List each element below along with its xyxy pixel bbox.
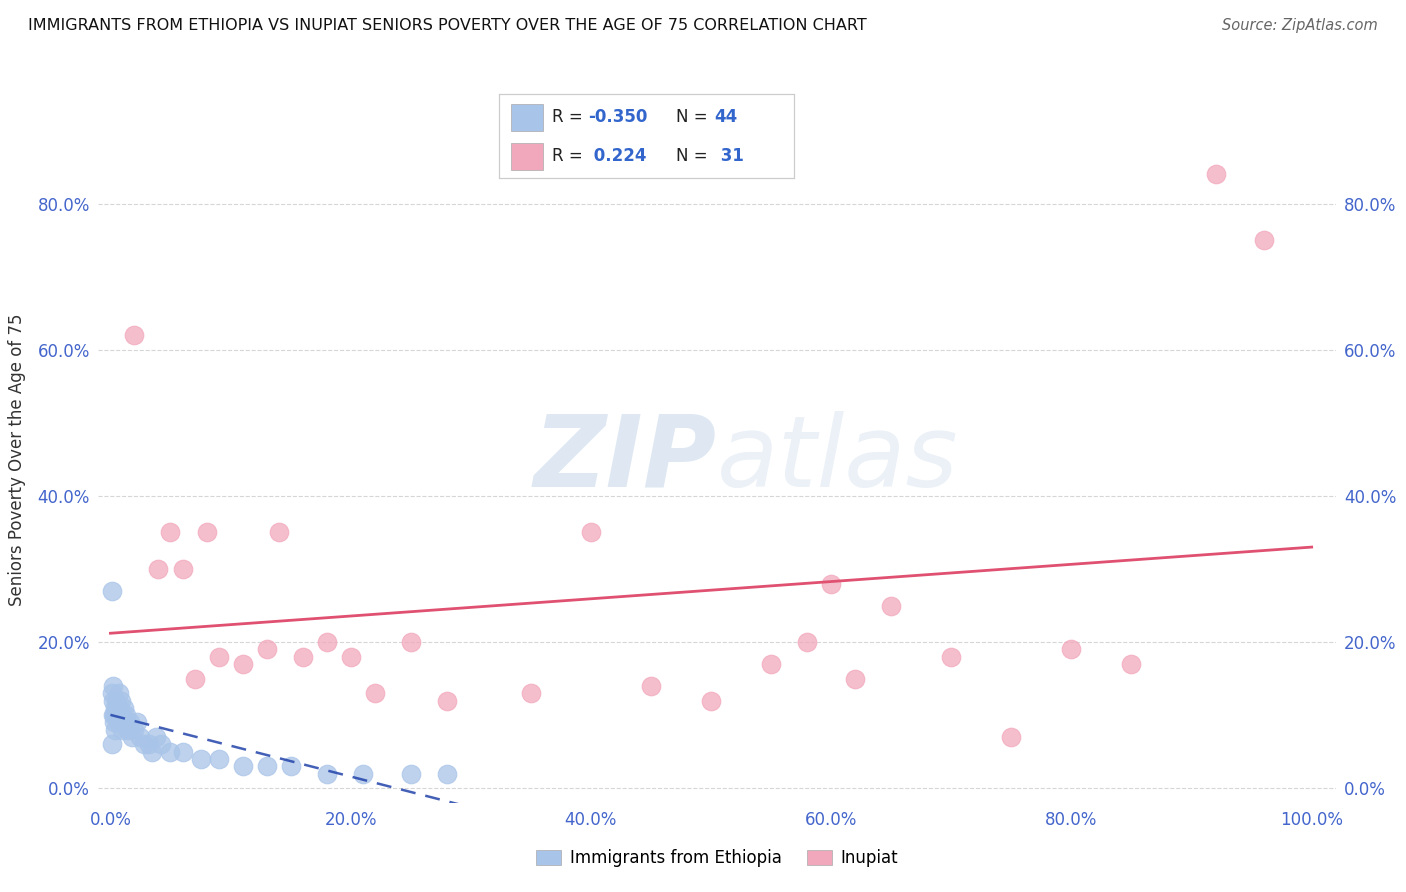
Point (520, 686, 543, 700)
Point (149, 737, 172, 751)
Point (796, 635, 818, 649)
Point (190, 752, 212, 766)
Text: atlas: atlas (717, 411, 959, 508)
Point (267, 525, 290, 540)
Text: IMMIGRANTS FROM ETHIOPIA VS INUPIAT SENIORS POVERTY OVER THE AGE OF 75 CORRELATI: IMMIGRANTS FROM ETHIOPIA VS INUPIAT SENI… (28, 18, 868, 33)
Point (148, 562, 170, 576)
Point (145, 730, 167, 744)
Point (232, 657, 254, 671)
Point (108, 715, 131, 730)
Point (138, 737, 160, 751)
Bar (510, 143, 543, 169)
Point (114, 715, 136, 730)
Point (183, 672, 205, 686)
Text: -0.350: -0.350 (588, 109, 647, 127)
Point (844, 672, 866, 686)
Point (759, 657, 782, 671)
Point (700, 693, 723, 707)
Point (436, 693, 458, 707)
Point (207, 649, 229, 664)
Point (232, 759, 254, 773)
Text: 31: 31 (714, 146, 744, 164)
Point (1000, 730, 1022, 744)
Point (172, 562, 194, 576)
Point (111, 708, 134, 723)
Point (256, 759, 278, 773)
Point (103, 715, 125, 730)
Point (105, 693, 128, 707)
Point (315, 766, 337, 780)
Point (941, 649, 963, 664)
Point (291, 649, 314, 664)
Point (256, 642, 278, 657)
Text: N =: N = (676, 109, 713, 127)
Point (124, 328, 146, 343)
Point (110, 693, 132, 707)
Point (100, 583, 122, 598)
Text: N =: N = (676, 146, 713, 164)
Legend: Immigrants from Ethiopia, Inupiat: Immigrants from Ethiopia, Inupiat (530, 842, 904, 873)
Text: 44: 44 (714, 109, 738, 127)
Point (104, 701, 127, 715)
Y-axis label: Seniors Poverty Over the Age of 75: Seniors Poverty Over the Age of 75 (8, 313, 27, 606)
Point (115, 708, 138, 723)
Point (820, 576, 842, 591)
Point (111, 723, 134, 737)
Point (159, 525, 181, 540)
Point (399, 766, 422, 780)
Point (125, 715, 148, 730)
Point (101, 708, 124, 723)
Point (112, 701, 135, 715)
Text: R =: R = (553, 146, 588, 164)
Point (132, 737, 155, 751)
Point (159, 745, 181, 759)
Point (107, 715, 129, 730)
Text: ZIP: ZIP (534, 411, 717, 508)
Point (108, 701, 131, 715)
Point (1253, 233, 1275, 247)
Point (207, 752, 229, 766)
Point (399, 635, 422, 649)
Point (124, 723, 146, 737)
Point (104, 723, 127, 737)
Point (172, 745, 194, 759)
Point (129, 730, 152, 744)
Point (280, 759, 302, 773)
Point (101, 679, 124, 693)
Text: Source: ZipAtlas.com: Source: ZipAtlas.com (1222, 18, 1378, 33)
Bar (510, 103, 543, 131)
Point (195, 525, 218, 540)
Point (436, 766, 458, 780)
Point (339, 649, 361, 664)
Point (101, 693, 124, 707)
Point (1121, 657, 1143, 671)
Point (117, 723, 139, 737)
Point (640, 679, 662, 693)
Point (141, 745, 163, 759)
Point (105, 708, 128, 723)
Point (1205, 168, 1227, 182)
Point (118, 715, 141, 730)
Point (579, 525, 602, 540)
Point (100, 686, 122, 700)
Point (315, 635, 337, 649)
Point (1060, 642, 1083, 657)
Point (121, 730, 143, 744)
Point (100, 737, 122, 751)
Point (364, 686, 387, 700)
Point (103, 708, 125, 723)
Point (880, 599, 903, 613)
Point (352, 766, 374, 780)
Point (108, 686, 131, 700)
Text: 0.224: 0.224 (588, 146, 647, 164)
Text: R =: R = (553, 109, 588, 127)
